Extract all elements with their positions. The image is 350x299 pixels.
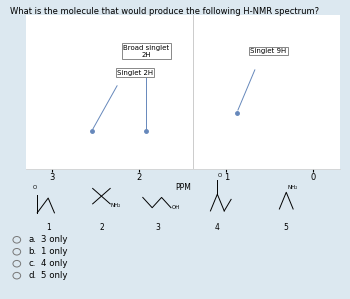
Text: 1 only: 1 only — [41, 247, 67, 256]
Text: Singlet 2H: Singlet 2H — [117, 70, 153, 76]
Text: 3 only: 3 only — [41, 235, 67, 244]
Text: 3: 3 — [155, 223, 160, 232]
Text: OH: OH — [172, 205, 180, 210]
Text: 4: 4 — [215, 223, 220, 232]
Text: Broad singlet
2H: Broad singlet 2H — [123, 45, 169, 58]
Text: NH₂: NH₂ — [111, 203, 121, 208]
Text: b.: b. — [29, 247, 37, 256]
Text: a.: a. — [29, 235, 37, 244]
Text: O: O — [218, 173, 222, 178]
Text: 2: 2 — [99, 223, 104, 232]
Text: c.: c. — [29, 259, 36, 268]
Text: 5 only: 5 only — [41, 271, 67, 280]
Text: NH₂: NH₂ — [287, 185, 298, 190]
Text: O: O — [33, 185, 37, 190]
X-axis label: PPM: PPM — [175, 184, 191, 193]
Text: Singlet 9H: Singlet 9H — [250, 48, 286, 54]
Text: d.: d. — [29, 271, 37, 280]
Text: 1: 1 — [46, 223, 50, 232]
Text: 4 only: 4 only — [41, 259, 67, 268]
Text: 5: 5 — [284, 223, 289, 232]
Text: What is the molecule that would produce the following H-NMR spectrum?: What is the molecule that would produce … — [10, 7, 320, 16]
